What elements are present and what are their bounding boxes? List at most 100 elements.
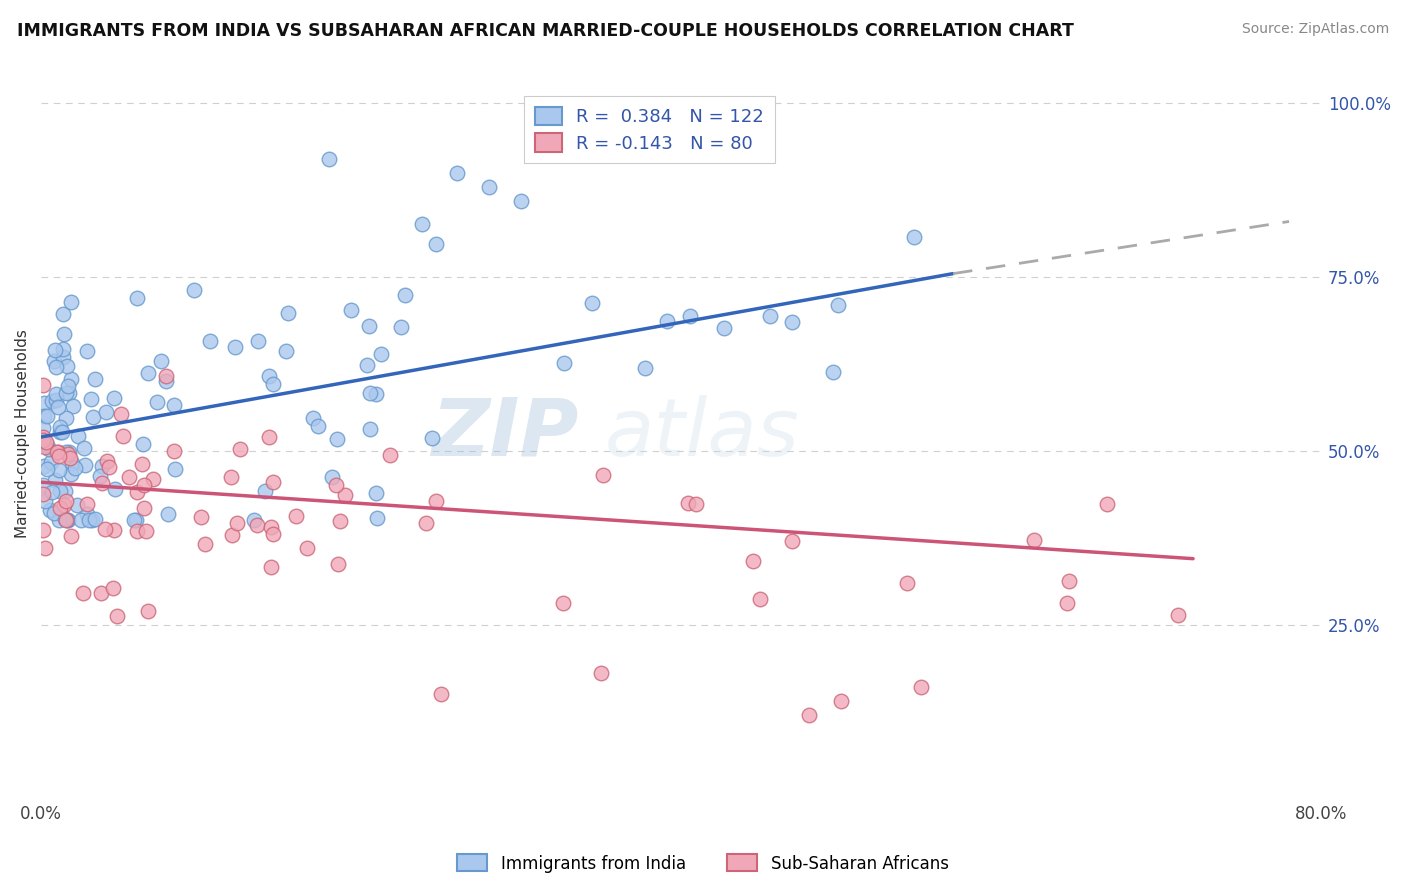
- Point: [104, 482, 127, 496]
- Point: [118, 469, 141, 483]
- Point: [48, 483, 70, 498]
- Point: [333, 488, 356, 502]
- Point: [98, 460, 121, 475]
- Point: [56, 379, 79, 393]
- Point: [339, 302, 361, 317]
- Point: [1056, 596, 1078, 610]
- Point: [55, 410, 77, 425]
- Point: [830, 694, 852, 708]
- Point: [51, 425, 73, 439]
- Point: [105, 609, 128, 624]
- Point: [1057, 574, 1080, 588]
- Point: [76, 497, 98, 511]
- Point: [221, 528, 243, 542]
- Point: [72, 586, 94, 600]
- Point: [34, 440, 56, 454]
- Point: [713, 320, 735, 334]
- Point: [32, 459, 55, 474]
- Point: [194, 537, 217, 551]
- Point: [262, 475, 284, 489]
- Point: [66, 428, 89, 442]
- Point: [364, 486, 387, 500]
- Point: [96, 454, 118, 468]
- Point: [44, 473, 66, 487]
- Point: [219, 470, 242, 484]
- Point: [125, 513, 148, 527]
- Point: [51, 343, 73, 357]
- Point: [749, 592, 772, 607]
- Point: [742, 553, 765, 567]
- Point: [1167, 608, 1189, 623]
- Point: [359, 422, 381, 436]
- Point: [103, 391, 125, 405]
- Point: [42, 506, 65, 520]
- Point: [56, 513, 79, 527]
- Point: [58, 445, 80, 459]
- Point: [41, 394, 63, 409]
- Point: [359, 385, 381, 400]
- Point: [277, 306, 299, 320]
- Point: [165, 462, 187, 476]
- Point: [55, 513, 77, 527]
- Point: [284, 508, 307, 523]
- Point: [32, 478, 55, 492]
- Point: [32, 395, 55, 409]
- Point: [75, 458, 97, 472]
- Point: [446, 166, 468, 180]
- Point: [246, 334, 269, 348]
- Point: [162, 443, 184, 458]
- Point: [62, 399, 84, 413]
- Point: [243, 513, 266, 527]
- Point: [66, 498, 89, 512]
- Point: [34, 541, 56, 556]
- Point: [157, 507, 180, 521]
- Point: [73, 441, 96, 455]
- Point: [821, 365, 844, 379]
- Point: [553, 355, 575, 369]
- Point: [190, 509, 212, 524]
- Point: [150, 353, 173, 368]
- Point: [44, 343, 66, 357]
- Point: [780, 534, 803, 549]
- Point: [260, 560, 283, 574]
- Point: [657, 314, 679, 328]
- Point: [56, 513, 79, 527]
- Point: [146, 395, 169, 409]
- Point: [101, 581, 124, 595]
- Text: ZIP: ZIP: [432, 394, 579, 473]
- Point: [84, 512, 107, 526]
- Point: [48, 449, 70, 463]
- Point: [329, 514, 352, 528]
- Point: [59, 529, 82, 543]
- Point: [45, 386, 67, 401]
- Point: [478, 179, 501, 194]
- Point: [246, 518, 269, 533]
- Point: [163, 398, 186, 412]
- Point: [592, 467, 614, 482]
- Point: [430, 687, 453, 701]
- Point: [93, 522, 115, 536]
- Point: [155, 374, 177, 388]
- Point: [80, 513, 103, 527]
- Point: [302, 411, 325, 425]
- Point: [59, 467, 82, 482]
- Point: [183, 283, 205, 297]
- Point: [827, 298, 849, 312]
- Point: [53, 512, 76, 526]
- Point: [89, 468, 111, 483]
- Point: [307, 419, 329, 434]
- Point: [226, 516, 249, 530]
- Point: [253, 484, 276, 499]
- Point: [70, 513, 93, 527]
- Point: [685, 497, 707, 511]
- Point: [77, 513, 100, 527]
- Point: [31, 433, 53, 447]
- Point: [425, 494, 447, 508]
- Point: [39, 503, 62, 517]
- Point: [676, 496, 699, 510]
- Point: [138, 604, 160, 618]
- Point: [357, 319, 380, 334]
- Point: [59, 295, 82, 310]
- Point: [364, 387, 387, 401]
- Point: [46, 400, 69, 414]
